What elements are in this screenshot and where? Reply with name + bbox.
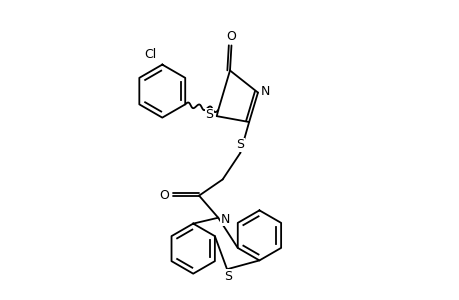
Text: Cl: Cl <box>144 48 156 61</box>
Text: O: O <box>226 30 236 43</box>
Text: N: N <box>220 213 230 226</box>
Text: O: O <box>159 189 169 202</box>
Text: S: S <box>224 270 232 283</box>
Text: S: S <box>205 108 213 121</box>
Text: S: S <box>236 138 244 151</box>
Text: N: N <box>260 85 269 98</box>
